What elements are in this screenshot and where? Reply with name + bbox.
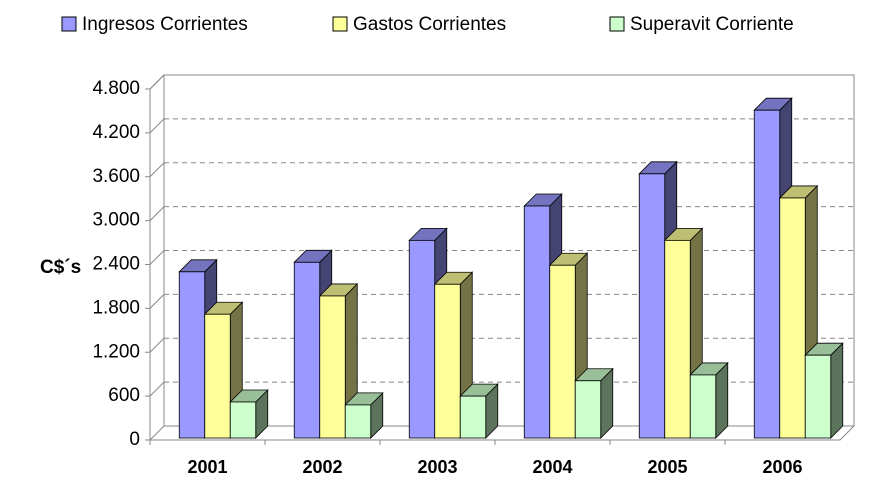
y-tick-label: 4.800 — [92, 78, 140, 99]
y-tick-label: 4.200 — [92, 122, 140, 143]
bar — [689, 374, 717, 439]
bar — [459, 395, 487, 439]
x-tick-label: 2005 — [647, 457, 687, 477]
x-tick-label: 2003 — [417, 457, 457, 477]
y-tick-label: 1.200 — [92, 341, 140, 362]
bar — [319, 295, 346, 439]
x-tick-label: 2001 — [187, 457, 227, 477]
legend-label: Gastos Corrientes — [353, 14, 506, 35]
x-tick-label: 2006 — [762, 457, 802, 477]
grid-diag — [149, 381, 165, 397]
bar — [523, 205, 551, 439]
x-tick-label: 2004 — [532, 457, 572, 477]
bar — [344, 404, 372, 439]
x-tick-label: 2002 — [302, 457, 342, 477]
grid-diag — [149, 162, 165, 178]
bar — [779, 197, 806, 439]
grid-diag — [149, 294, 165, 309]
bar — [753, 109, 781, 439]
bar — [178, 271, 206, 439]
bar — [434, 283, 461, 439]
bar — [293, 261, 321, 439]
legend-label: Ingresos Corrientes — [82, 14, 248, 35]
legend-swatch — [609, 16, 625, 32]
grid-diag — [149, 206, 165, 221]
y-tick-label: 1.800 — [92, 297, 140, 318]
legend-swatch — [332, 16, 348, 32]
grid-diag — [149, 118, 165, 134]
y-tick-label: 600 — [108, 385, 140, 406]
bar — [638, 173, 666, 439]
y-tick-label: 3.600 — [92, 166, 140, 187]
bar — [549, 264, 576, 439]
grid-diag — [149, 337, 165, 353]
y-tick-label: 0 — [129, 429, 140, 450]
bar — [229, 401, 257, 439]
bar — [574, 380, 602, 439]
bar — [804, 354, 832, 439]
legend-label: Superavit Corriente — [630, 14, 794, 35]
grid-diag — [149, 74, 165, 90]
bar — [204, 313, 231, 439]
bar-side — [715, 361, 729, 439]
bar — [664, 239, 691, 439]
bar — [408, 239, 436, 439]
y-tick-label: 2.400 — [92, 254, 140, 275]
y-tick-label: 3.000 — [92, 210, 140, 231]
legend-swatch — [61, 16, 77, 32]
bar-side — [830, 342, 844, 439]
grid-diag — [149, 250, 165, 265]
y-axis-label: C$´s — [40, 257, 81, 278]
